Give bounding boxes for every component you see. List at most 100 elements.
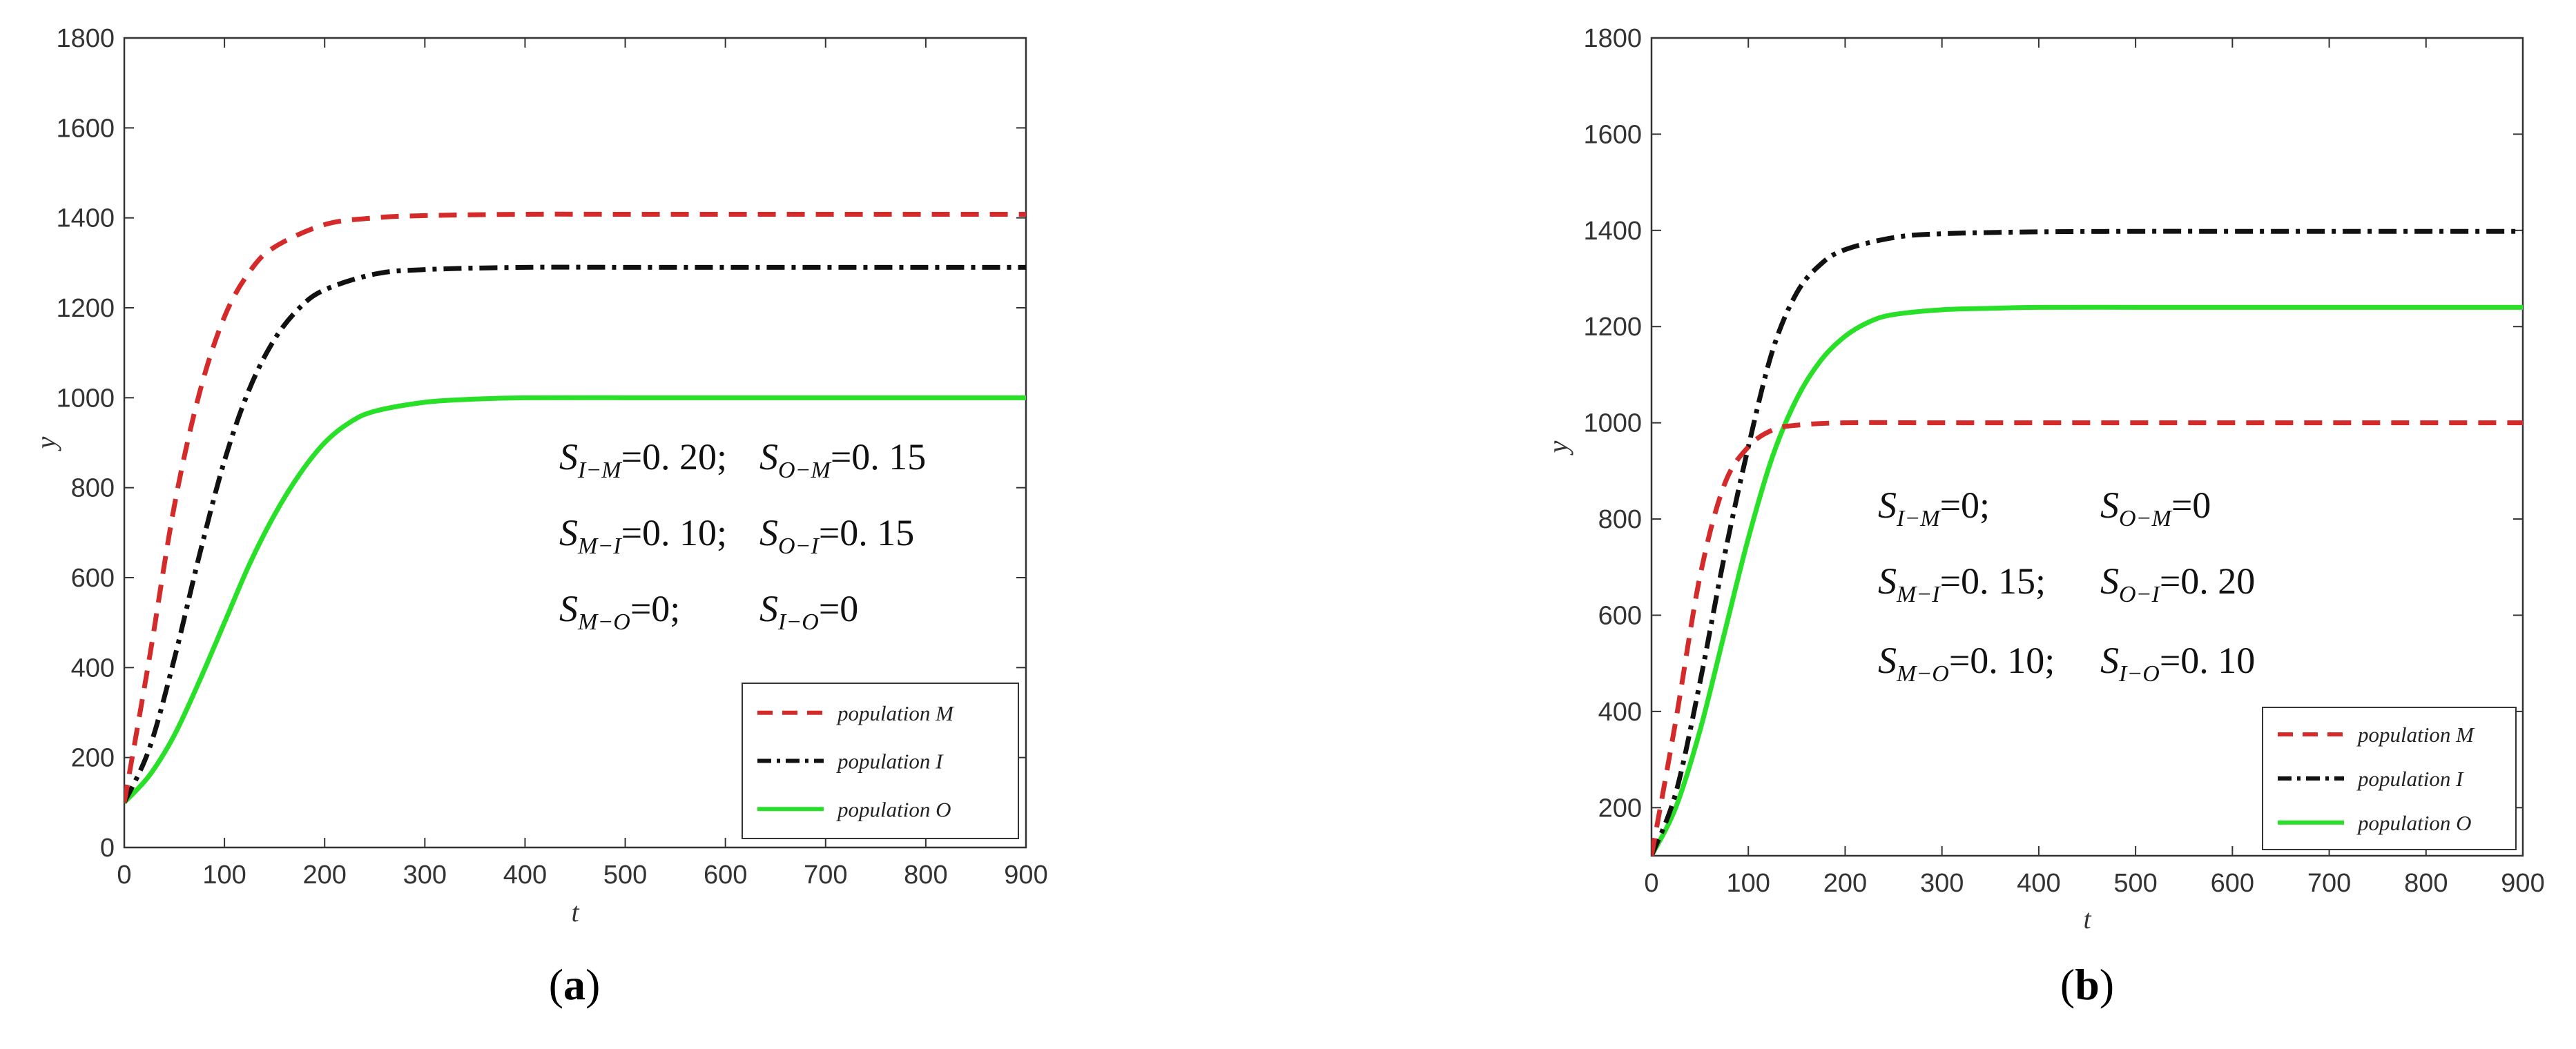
y-tick-label: 800 bbox=[71, 474, 115, 503]
x-tick-label: 500 bbox=[603, 861, 647, 890]
y-tick-label: 400 bbox=[71, 654, 115, 683]
param-value: =0. 20 bbox=[2160, 560, 2255, 602]
y-tick-label: 1000 bbox=[1583, 409, 1642, 438]
series-line-population-o bbox=[1652, 304, 2523, 856]
legend-entry-label: population I bbox=[2356, 767, 2464, 791]
param-subscript: O−M bbox=[778, 458, 831, 483]
legend-entry-label: population M bbox=[2356, 723, 2475, 747]
legend-entry-label: population O bbox=[2356, 811, 2471, 835]
y-tick-label: 1800 bbox=[56, 24, 115, 53]
legend-entry-label: population O bbox=[836, 797, 951, 821]
x-tick-label: 0 bbox=[1644, 869, 1658, 898]
x-tick-label: 900 bbox=[2501, 869, 2544, 898]
y-tick-label: 0 bbox=[100, 834, 115, 863]
legend: population M population I population O bbox=[2262, 707, 2517, 850]
y-axis-label: y bbox=[1542, 440, 1573, 455]
param-symbol: S bbox=[559, 512, 578, 553]
param-symbol: S bbox=[1878, 560, 1897, 602]
x-tick-label: 100 bbox=[202, 861, 246, 890]
parameter-annotation: SO−M=0. 15 bbox=[759, 436, 926, 483]
parameter-annotation: SM−O=0. 10; bbox=[1878, 640, 2055, 687]
x-axis-label: t bbox=[571, 896, 579, 928]
x-tick-label: 200 bbox=[303, 861, 347, 890]
param-subscript: I−O bbox=[2118, 661, 2160, 687]
param-symbol: S bbox=[559, 436, 578, 478]
x-tick-label: 900 bbox=[1004, 861, 1047, 890]
y-tick-label: 400 bbox=[1598, 698, 1642, 727]
x-tick-label: 200 bbox=[1823, 869, 1867, 898]
x-tick-label: 400 bbox=[2017, 869, 2060, 898]
param-symbol: S bbox=[559, 588, 578, 629]
parameter-annotation: SO−I=0. 20 bbox=[2100, 560, 2255, 607]
param-subscript: I−M bbox=[1896, 506, 1941, 531]
x-axis-label: t bbox=[2083, 903, 2091, 934]
parameter-annotation: SI−M=0. 20; bbox=[559, 436, 727, 483]
param-value: =0; bbox=[1940, 484, 1990, 526]
param-subscript: O−I bbox=[2119, 582, 2160, 607]
legend: population M population I population O bbox=[742, 683, 1019, 839]
parameter-annotation: SM−I=0. 10; bbox=[559, 512, 727, 559]
parameter-annotation: SO−M=0 bbox=[2100, 484, 2211, 531]
param-value: =0. 15 bbox=[831, 436, 926, 478]
param-subscript: M−O bbox=[1896, 661, 1949, 687]
param-subscript: I−O bbox=[777, 609, 819, 635]
parameter-annotation: SM−I=0. 15; bbox=[1878, 560, 2046, 607]
param-symbol: S bbox=[759, 512, 778, 553]
param-value: =0. 15 bbox=[819, 512, 914, 553]
panel-label: (b) bbox=[2060, 960, 2114, 1009]
param-value: =0. 10 bbox=[2160, 640, 2255, 681]
x-tick-label: 100 bbox=[1727, 869, 1770, 898]
x-tick-label: 800 bbox=[904, 861, 947, 890]
param-value: =0 bbox=[819, 588, 858, 629]
param-symbol: S bbox=[759, 436, 778, 478]
x-tick-label: 0 bbox=[117, 861, 131, 890]
y-tick-label: 1400 bbox=[1583, 217, 1642, 246]
param-value: =0. 10; bbox=[621, 512, 727, 553]
param-symbol: S bbox=[1878, 640, 1897, 681]
param-subscript: M−O bbox=[577, 609, 630, 635]
param-subscript: M−I bbox=[1896, 582, 1941, 607]
param-value: =0. 15; bbox=[1940, 560, 2046, 602]
y-tick-label: 600 bbox=[1598, 601, 1642, 630]
series-line-population-m bbox=[124, 211, 1026, 803]
param-symbol: S bbox=[2100, 560, 2119, 602]
chart-panel-a: 0 100 200 300 400 500 600 700 800 900 0 200 400 600 80… bbox=[30, 24, 1048, 1009]
series-line-population-o bbox=[124, 395, 1026, 805]
param-value: =0. 10; bbox=[1949, 640, 2055, 681]
y-tick-label: 200 bbox=[1598, 794, 1642, 823]
x-tick-label: 300 bbox=[1920, 869, 1964, 898]
y-tick-label: 1000 bbox=[56, 384, 115, 413]
param-subscript: O−M bbox=[2119, 506, 2172, 531]
series-line-population-i bbox=[124, 264, 1026, 804]
panel-letter: a bbox=[563, 960, 585, 1009]
x-tick-label: 800 bbox=[2404, 869, 2448, 898]
y-tick-label: 1200 bbox=[1583, 313, 1642, 342]
parameter-annotation: SI−O=0. 10 bbox=[2100, 640, 2255, 687]
param-value: =0 bbox=[2171, 484, 2211, 526]
x-tick-label: 700 bbox=[804, 861, 847, 890]
y-tick-label: 1800 bbox=[1583, 24, 1642, 53]
param-symbol: S bbox=[759, 588, 778, 629]
y-tick-label: 600 bbox=[71, 564, 115, 593]
parameter-annotation: SM−O=0; bbox=[559, 588, 680, 635]
x-tick-label: 700 bbox=[2307, 869, 2351, 898]
parameter-annotation: SI−M=0; bbox=[1878, 484, 1990, 531]
param-symbol: S bbox=[1878, 484, 1897, 526]
parameter-annotation: SO−I=0. 15 bbox=[759, 512, 914, 559]
legend-entry-label: population I bbox=[836, 749, 944, 774]
legend-entry-label: population M bbox=[836, 701, 955, 725]
chart-panel-b: 0 100 200 300 400 500 600 700 800 900 200 400 600 800… bbox=[1542, 24, 2545, 1009]
x-tick-label: 600 bbox=[2211, 869, 2254, 898]
parameter-annotation: SI−O=0 bbox=[759, 588, 858, 635]
y-tick-label: 1400 bbox=[56, 204, 115, 233]
param-subscript: M−I bbox=[577, 533, 622, 559]
param-subscript: O−I bbox=[778, 533, 820, 559]
y-tick-label: 200 bbox=[71, 744, 115, 773]
y-tick-label: 800 bbox=[1598, 505, 1642, 534]
series-line-population-m bbox=[1652, 420, 2523, 856]
y-axis-label: y bbox=[30, 436, 61, 451]
param-value: =0. 20; bbox=[621, 436, 727, 478]
y-tick-label: 1600 bbox=[1583, 120, 1642, 149]
x-tick-label: 500 bbox=[2113, 869, 2157, 898]
